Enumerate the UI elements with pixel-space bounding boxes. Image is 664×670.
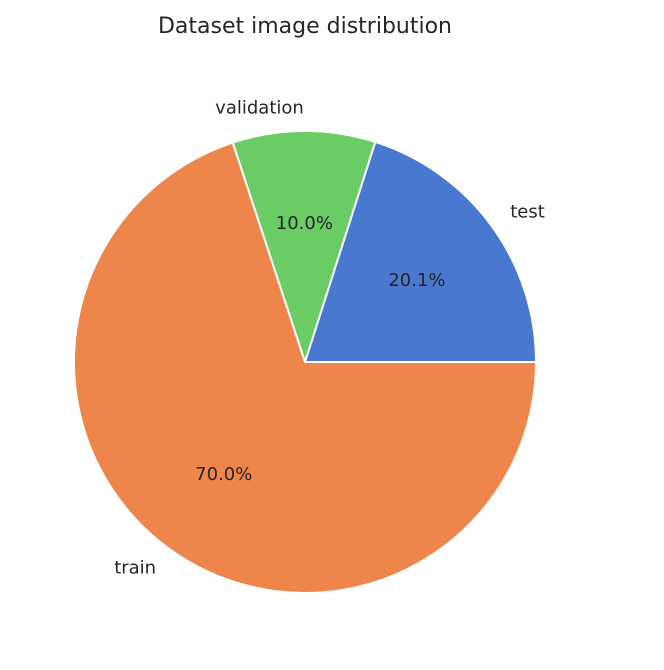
pie-slice-validation (231, 130, 377, 363)
slice-percent-train: 70.0% (195, 464, 252, 485)
pie-slice-train (73, 141, 537, 594)
pie-labels: test 20.1% validation 10.0% train 70.0% (114, 97, 545, 578)
slice-label-validation: validation (215, 97, 304, 118)
pie-slices (73, 130, 537, 594)
pie-slice-test (304, 140, 537, 363)
chart-title: Dataset image distribution (158, 14, 452, 39)
slice-percent-test: 20.1% (388, 270, 445, 291)
slice-percent-validation: 10.0% (276, 213, 333, 234)
slice-label-test: test (510, 202, 545, 223)
slice-label-train: train (114, 557, 156, 578)
